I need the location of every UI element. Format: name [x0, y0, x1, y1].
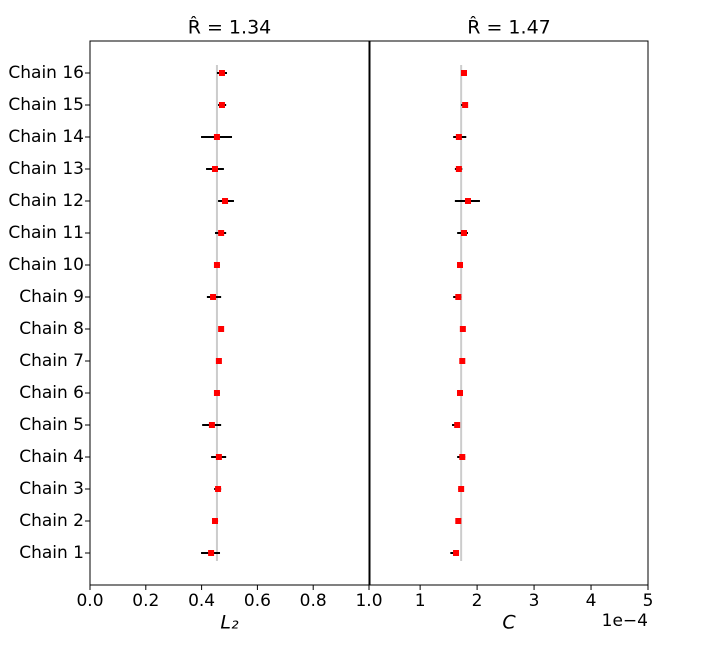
mean-marker: [215, 454, 222, 460]
mean-marker: [222, 198, 229, 204]
mean-marker: [211, 518, 218, 524]
x-tick-label: 4: [586, 591, 597, 611]
x-tick-label: 0.6: [244, 591, 271, 611]
y-tick-label: Chain 12: [8, 191, 84, 211]
x-tick-label: 2: [472, 591, 483, 611]
y-tick-label: Chain 13: [8, 159, 84, 179]
x-tick-label: 1: [415, 591, 426, 611]
x-tick-label: 1.0: [355, 591, 382, 611]
y-tick-label: Chain 10: [8, 255, 84, 275]
x-tick-label: 0.4: [188, 591, 215, 611]
mean-marker: [453, 550, 460, 556]
mean-marker: [458, 486, 465, 492]
mean-marker: [218, 230, 225, 236]
x-tick-label: 5: [643, 591, 654, 611]
mean-marker: [213, 262, 220, 268]
mean-marker: [213, 390, 220, 396]
mean-marker: [455, 518, 462, 524]
mean-marker: [459, 454, 466, 460]
y-tick-label: Chain 7: [19, 351, 84, 371]
y-tick-label: Chain 4: [19, 447, 84, 467]
y-tick-label: Chain 5: [19, 415, 84, 435]
mean-marker: [457, 262, 464, 268]
y-tick-label: Chain 9: [19, 287, 84, 307]
mean-marker: [462, 102, 469, 108]
mean-marker: [455, 294, 462, 300]
mean-marker: [215, 486, 222, 492]
x-axis-label: L₂: [220, 612, 239, 634]
x-tick-label: 3: [529, 591, 540, 611]
y-tick-label: Chain 3: [19, 479, 84, 499]
x-tick-label: 0.8: [300, 591, 327, 611]
y-tick-label: Chain 2: [19, 511, 84, 531]
panel-title: R̂ = 1.47: [467, 16, 551, 38]
plot-frame: [89, 40, 370, 586]
y-tick-label: Chain 8: [19, 319, 84, 339]
mean-marker: [213, 134, 220, 140]
mean-marker: [218, 70, 225, 76]
x-tick-label: 0.0: [76, 591, 103, 611]
mean-marker: [459, 358, 466, 364]
x-axis-label: C: [502, 612, 516, 634]
y-tick-label: Chain 14: [8, 127, 84, 147]
panel-title: R̂ = 1.34: [188, 16, 272, 38]
mean-marker: [455, 134, 462, 140]
mean-marker: [459, 326, 466, 332]
y-tick-label: Chain 15: [8, 95, 84, 115]
plot-frame: [369, 40, 649, 586]
y-tick-label: Chain 11: [8, 223, 84, 243]
mean-marker: [218, 326, 225, 332]
y-tick-label: Chain 6: [19, 383, 84, 403]
x-offset-label: 1e−4: [602, 611, 648, 631]
mean-marker: [208, 422, 215, 428]
mean-marker: [218, 102, 225, 108]
y-tick-label: Chain 1: [19, 543, 84, 563]
mean-marker: [460, 230, 467, 236]
mean-marker: [460, 70, 467, 76]
mean-marker: [455, 166, 462, 172]
mean-marker: [457, 390, 464, 396]
mean-marker: [464, 198, 471, 204]
mean-marker: [454, 422, 461, 428]
y-tick-label: Chain 16: [8, 63, 84, 83]
mean-marker: [215, 358, 222, 364]
mean-marker: [208, 550, 215, 556]
x-tick-label: 0.2: [132, 591, 159, 611]
mean-marker: [210, 294, 217, 300]
mean-marker: [211, 166, 218, 172]
